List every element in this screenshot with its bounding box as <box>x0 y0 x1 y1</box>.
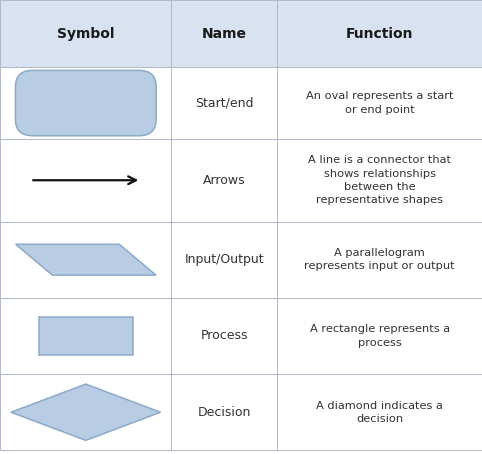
Bar <box>0 298 171 374</box>
Text: Input/Output: Input/Output <box>184 253 264 266</box>
Text: Arrows: Arrows <box>203 174 245 187</box>
Bar <box>171 374 277 450</box>
Polygon shape <box>15 244 156 275</box>
Polygon shape <box>11 384 161 440</box>
Text: A diamond indicates a
decision: A diamond indicates a decision <box>316 400 443 424</box>
Bar <box>0 0 171 67</box>
Bar <box>277 67 482 139</box>
Bar <box>277 298 482 374</box>
Text: Decision: Decision <box>198 406 251 419</box>
Text: Function: Function <box>346 27 414 40</box>
Bar <box>0 139 171 222</box>
Text: An oval represents a start
or end point: An oval represents a start or end point <box>306 91 454 115</box>
Bar <box>277 139 482 222</box>
Text: A line is a connector that
shows relationships
between the
representative shapes: A line is a connector that shows relatio… <box>308 155 451 205</box>
Text: Name: Name <box>201 27 247 40</box>
Bar <box>171 67 277 139</box>
Text: Symbol: Symbol <box>57 27 114 40</box>
Bar <box>171 222 277 298</box>
Text: Start/end: Start/end <box>195 97 254 109</box>
Bar <box>277 374 482 450</box>
Bar <box>277 0 482 67</box>
FancyBboxPatch shape <box>15 70 156 136</box>
Bar <box>171 298 277 374</box>
Text: A parallelogram
represents input or output: A parallelogram represents input or outp… <box>304 248 455 271</box>
Bar <box>0 374 171 450</box>
Text: Process: Process <box>201 330 248 342</box>
Bar <box>0 67 171 139</box>
Bar <box>0 222 171 298</box>
Bar <box>171 0 277 67</box>
Bar <box>39 317 133 355</box>
Bar <box>277 222 482 298</box>
Text: A rectangle represents a
process: A rectangle represents a process <box>309 324 450 348</box>
Bar <box>171 139 277 222</box>
